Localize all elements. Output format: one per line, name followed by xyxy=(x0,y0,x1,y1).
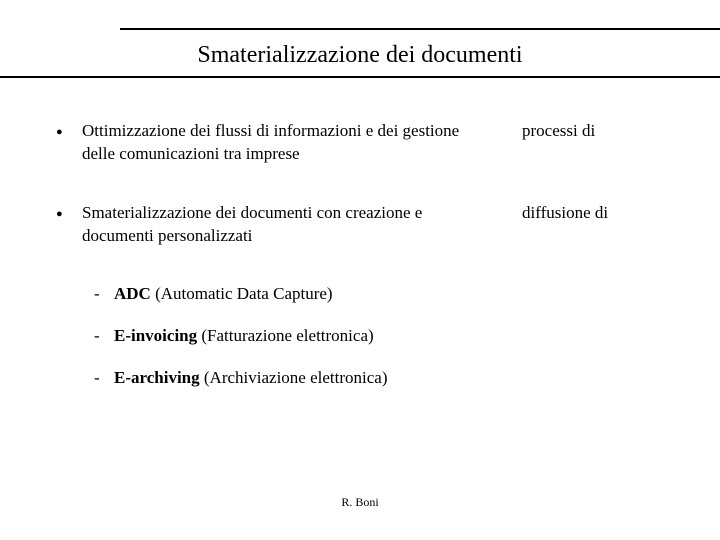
bullet-text-right: processi di xyxy=(482,120,676,166)
sub-bullet-item: - E-archiving (Archiviazione elettronica… xyxy=(94,368,676,388)
bullet-text-left: Smaterializzazione dei documenti con cre… xyxy=(82,202,482,248)
sub-bullet-text: E-archiving (Archiviazione elettronica) xyxy=(114,368,676,388)
slide: Smaterializzazione dei documenti ● Ottim… xyxy=(0,0,720,540)
dash-icon: - xyxy=(94,284,100,304)
slide-footer: R. Boni xyxy=(0,495,720,510)
sub-bullet-item: - ADC (Automatic Data Capture) xyxy=(94,284,676,304)
dash-icon: - xyxy=(94,368,100,388)
slide-body: ● Ottimizzazione dei flussi di informazi… xyxy=(56,120,676,410)
sub-bullet-item: - E-invoicing (Fatturazione elettronica) xyxy=(94,326,676,346)
sub-bullet-text: ADC (Automatic Data Capture) xyxy=(114,284,676,304)
bullet-text-left: Ottimizzazione dei flussi di informazion… xyxy=(82,120,482,166)
bullet-dot-icon: ● xyxy=(56,126,63,138)
bullet-item: ● Smaterializzazione dei documenti con c… xyxy=(56,202,676,248)
bullet-dot-icon: ● xyxy=(56,208,63,220)
slide-title: Smaterializzazione dei documenti xyxy=(0,42,720,69)
dash-icon: - xyxy=(94,326,100,346)
bullet-text-right: diffusione di xyxy=(482,202,676,248)
bullet-item: ● Ottimizzazione dei flussi di informazi… xyxy=(56,120,676,166)
title-rule-top xyxy=(120,28,720,30)
title-rule-bottom xyxy=(0,76,720,78)
sub-bullet-text: E-invoicing (Fatturazione elettronica) xyxy=(114,326,676,346)
